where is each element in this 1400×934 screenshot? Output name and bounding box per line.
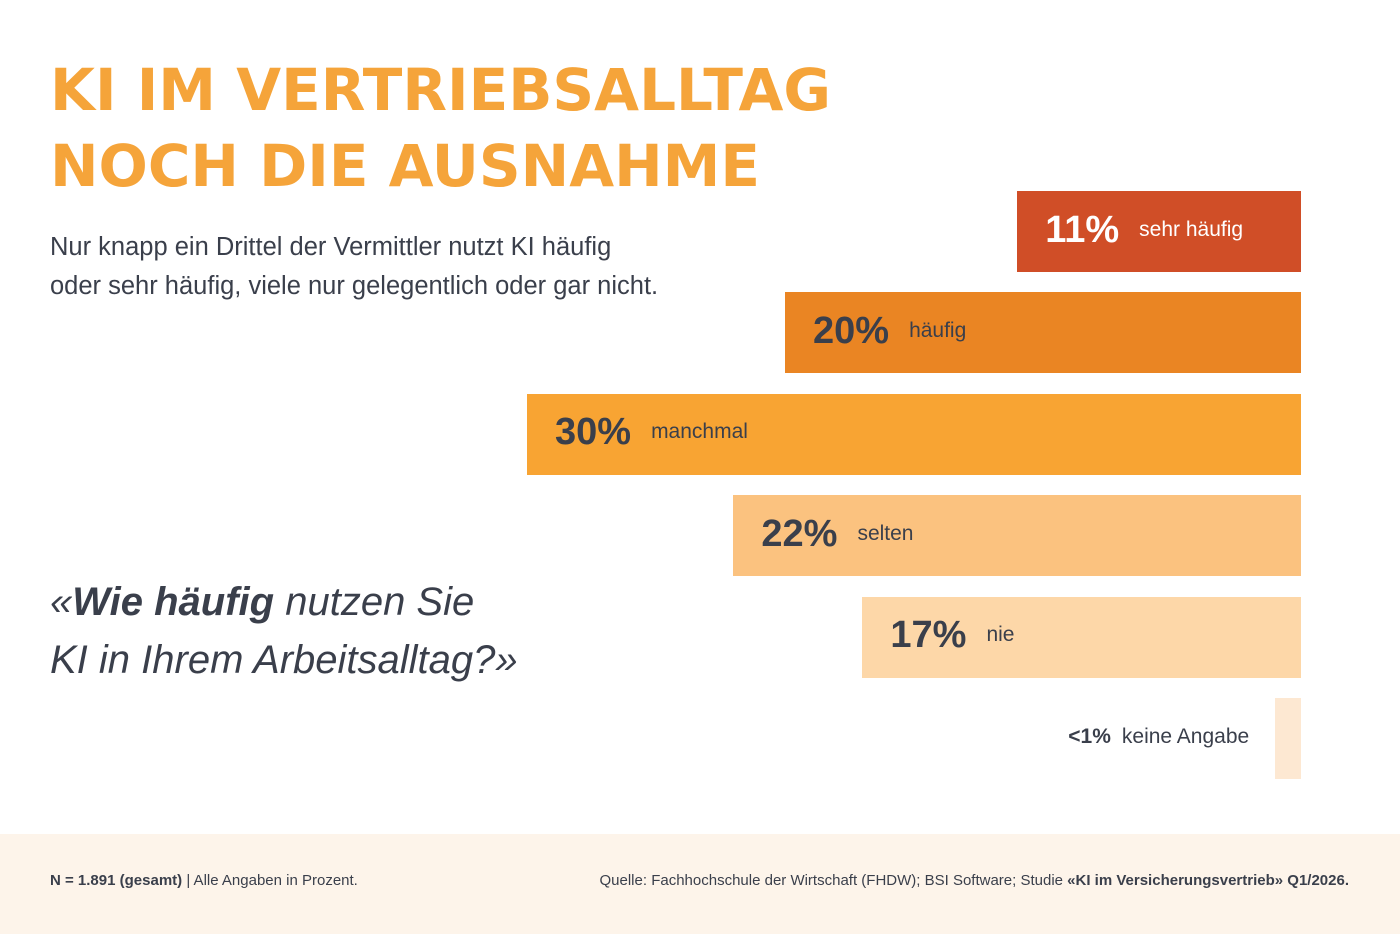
bar-category-label: selten [857, 521, 914, 545]
bar-category-label: nie [986, 623, 1015, 647]
sample-size: N = 1.891 (gesamt) [50, 872, 183, 889]
bar-value-label: 20% [813, 309, 890, 352]
survey-question-line-1: «Wie häufig nutzen Sie [50, 573, 518, 631]
question-rest: nutzen Sie [274, 580, 475, 624]
units-note: | Alle Angaben in Prozent. [182, 872, 358, 889]
bar-0 [1017, 191, 1301, 272]
bar-1 [785, 292, 1301, 374]
survey-question: «Wie häufig nutzen Sie KI in Ihrem Arbei… [50, 573, 518, 689]
bar-category-label: häufig [909, 318, 967, 342]
bar-chart: 11% sehr häufig 20% häufig 30% manchmal 22% sel… [527, 191, 1301, 779]
chart-title-line-2: NOCH DIE AUSNAHME [50, 132, 760, 200]
question-emphasis: Wie häufig [72, 580, 275, 624]
bar-3 [733, 495, 1301, 577]
source-note: Quelle: Fachhochschule der Wirtschaft (F… [600, 872, 1350, 889]
bar-value-label: 11% [1045, 208, 1120, 251]
bar-value-label: 22% [761, 512, 838, 555]
footer: N = 1.891 (gesamt) | Alle Angaben in Pro… [0, 834, 1400, 934]
bar-value-label: 30% [555, 411, 632, 454]
source-study: «KI im Versicherungsvertrieb» Q1/2026. [1067, 872, 1349, 889]
bar-category-label: sehr häufig [1139, 217, 1244, 241]
chart-title: KI IM VERTRIEBSALLTAG NOCH DIE AUSNAHME [50, 52, 831, 204]
bar-4 [862, 596, 1301, 678]
bar-value-label: <1% [1068, 724, 1111, 748]
chart-subtitle: Nur knapp ein Drittel der Vermittler nut… [50, 233, 659, 300]
sample-size-note: N = 1.891 (gesamt) | Alle Angaben in Pro… [50, 872, 358, 889]
bar-value-label: 17% [890, 614, 967, 657]
bar-category-label: manchmal [651, 420, 748, 444]
source-prefix: Quelle: Fachhochschule der Wirtschaft (F… [599, 872, 1068, 889]
question-open-quote: « [50, 580, 73, 624]
bar-5 [1275, 698, 1301, 779]
bar-2 [527, 393, 1301, 475]
bar-category-label: keine Angabe [1121, 724, 1250, 748]
survey-question-line-2: KI in Ihrem Arbeitsalltag?» [50, 638, 518, 682]
chart-title-line-1: KI IM VERTRIEBSALLTAG [50, 56, 831, 124]
